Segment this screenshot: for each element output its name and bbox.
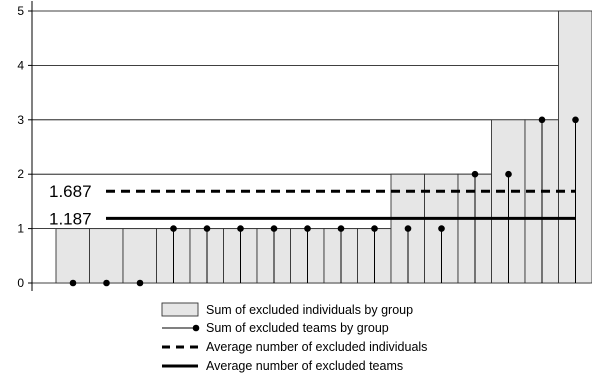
bar [122,228,157,284]
bar [55,228,90,284]
stem-point [337,225,345,232]
y-tick-label: 1 [17,222,24,236]
stem-point [304,225,311,232]
stem-point [103,279,110,287]
legend-label-avg-teams: Average number of excluded teams [206,359,403,373]
stem-point [371,225,378,232]
y-tick-label: 4 [17,58,24,72]
y-axis: 0 1 2 3 4 5 [17,1,33,291]
stem-point [505,170,512,178]
stem-point [438,225,445,232]
stem-point [471,170,479,178]
stem-point [572,116,579,124]
y-tick-label: 5 [17,4,24,18]
stem-point [203,225,211,232]
stem-point [69,279,77,287]
y-tick-label: 2 [17,167,24,181]
bar [89,228,124,284]
avg-teams-label: 1.187 [49,209,92,228]
bars [55,10,592,284]
legend-swatch-bars [161,302,199,317]
y-tick-label: 0 [17,276,24,290]
stem-point [538,116,546,124]
y-tick-label: 3 [17,113,24,127]
legend-label-avg-individuals: Average number of excluded individuals [206,340,427,354]
legend: Sum of excluded individuals by group Sum … [161,302,427,373]
stem-point [404,225,412,232]
avg-individuals-label: 1.687 [49,182,92,201]
stems [69,116,579,287]
average-lines: 1.687 1.187 [49,182,576,228]
stem-point [136,279,144,287]
stem-point [237,225,244,232]
stem-point [170,225,177,232]
legend-label-bars: Sum of excluded individuals by group [206,303,413,317]
legend-swatch-stem-point [192,324,200,332]
legend-label-stems: Sum of excluded teams by group [206,321,389,335]
stem-point [270,225,278,232]
